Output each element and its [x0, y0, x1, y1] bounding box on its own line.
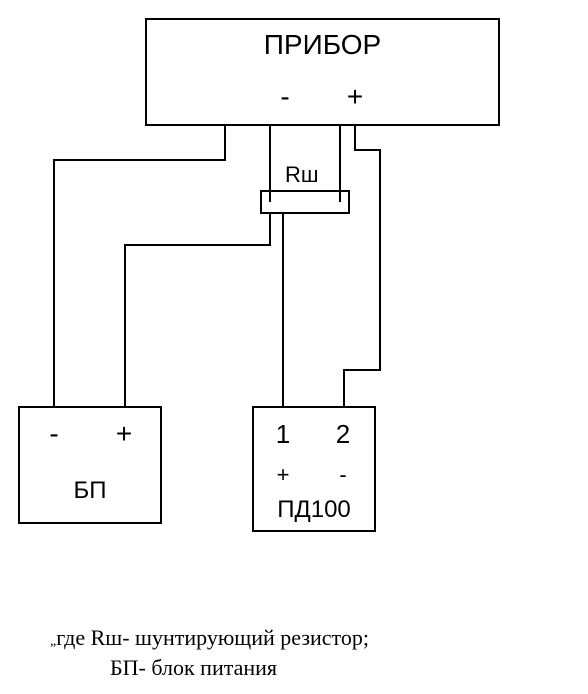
caption-line-1: „где Rш- шунтирующий резистор; [50, 625, 369, 651]
caption-line-2: БП- блок питания [110, 655, 277, 681]
wires [0, 0, 588, 620]
wiring-diagram: ПРИБОР - + Rш - + БП 1 2 + - ПД100 [0, 0, 588, 694]
